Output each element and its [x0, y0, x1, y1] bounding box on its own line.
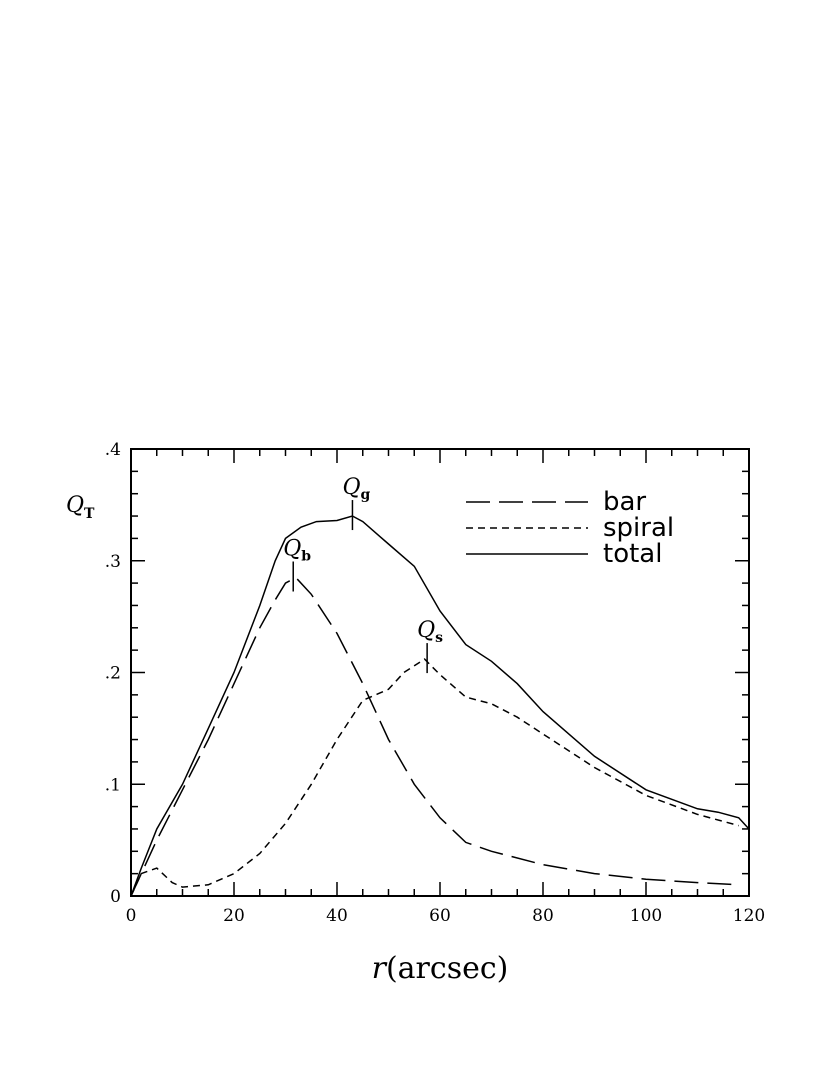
- annotation-qb-sub: b: [301, 549, 311, 565]
- x-tick-label: 20: [223, 906, 245, 926]
- y-tick-label: 0: [110, 887, 121, 907]
- x-axis-title-unit: (arcsec): [386, 951, 508, 986]
- x-axis-title: r(arcsec): [372, 951, 509, 986]
- annotation-qg-main: Q: [342, 475, 360, 500]
- legend-label-total: total: [603, 539, 662, 569]
- x-ticks: 0 20 40 60 80 100 120: [126, 449, 765, 926]
- x-tick-label: 120: [733, 906, 765, 926]
- series-line-total: [130, 515, 750, 897]
- y-axis-title-sub: T: [84, 506, 95, 522]
- y-axis-title-main: Q: [66, 493, 84, 518]
- annotation-qs-main: Q: [417, 618, 435, 643]
- x-tick-label: 60: [429, 906, 451, 926]
- x-tick-label: 100: [630, 906, 662, 926]
- series-layer: [130, 515, 750, 897]
- legend-label-bar: bar: [603, 487, 646, 517]
- annotation-qg: Qg: [342, 475, 370, 503]
- y-axis-title: QT: [66, 493, 95, 522]
- series-line-bar: [130, 576, 739, 897]
- y-tick-label: .4: [105, 440, 121, 460]
- legend-label-spiral: spiral: [603, 513, 674, 543]
- x-axis-title-var: r: [372, 951, 388, 986]
- y-tick-label: .3: [105, 552, 121, 572]
- series-line-spiral: [130, 658, 739, 897]
- y-tick-label: .2: [105, 664, 121, 684]
- y-tick-label: .1: [105, 775, 121, 795]
- x-tick-label: 0: [126, 906, 137, 926]
- annotation-qs-sub: s: [435, 630, 443, 646]
- y-ticks: 0 .1 .2 .3 .4: [105, 440, 749, 907]
- annotation-qb-main: Q: [283, 537, 301, 562]
- annotation-qg-sub: g: [360, 487, 370, 503]
- annotation-qs: Qs: [417, 618, 443, 646]
- annotation-qb: Qb: [283, 537, 311, 565]
- x-tick-label: 80: [532, 906, 554, 926]
- x-tick-label: 40: [326, 906, 348, 926]
